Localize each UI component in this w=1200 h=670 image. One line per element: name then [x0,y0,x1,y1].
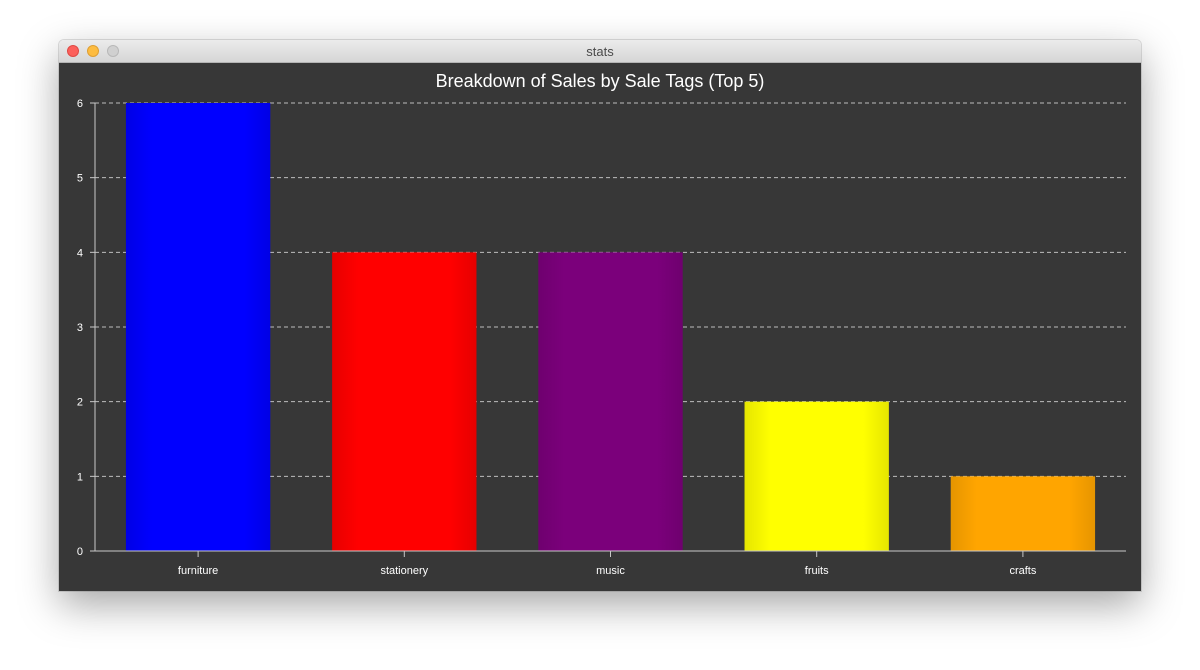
bar-shading-crafts [950,476,1096,551]
window-title: stats [586,44,614,59]
close-window-button[interactable] [67,45,79,57]
bar-shading-furniture [125,103,271,551]
x-tick-label-music: music [596,565,625,577]
chart-title: Breakdown of Sales by Sale Tags (Top 5) [436,71,765,91]
bar-shading-music [538,252,683,552]
x-tick-label-fruits: fruits [805,565,829,577]
x-tick-label-furniture: furniture [178,565,218,577]
y-tick-label: 0 [77,546,83,558]
bar-shading-stationery [332,252,477,552]
bar-shading-fruits [744,401,889,551]
x-tick-label-stationery: stationery [380,565,428,577]
zoom-window-button[interactable] [107,45,119,57]
minimize-window-button[interactable] [87,45,99,57]
app-window: stats Breakdown of Sales by Sale Tags (T… [59,40,1141,591]
x-tick-label-crafts: crafts [1009,565,1036,577]
chart-area: Breakdown of Sales by Sale Tags (Top 5) … [59,63,1141,591]
window-titlebar[interactable]: stats [59,40,1141,63]
y-tick-label: 1 [77,471,83,483]
y-tick-label: 4 [77,247,83,259]
y-tick-label: 6 [77,98,83,110]
bar-chart: Breakdown of Sales by Sale Tags (Top 5) … [77,71,1126,577]
y-tick-label: 3 [77,322,83,334]
y-tick-label: 2 [77,397,83,409]
y-tick-label: 5 [77,173,83,185]
